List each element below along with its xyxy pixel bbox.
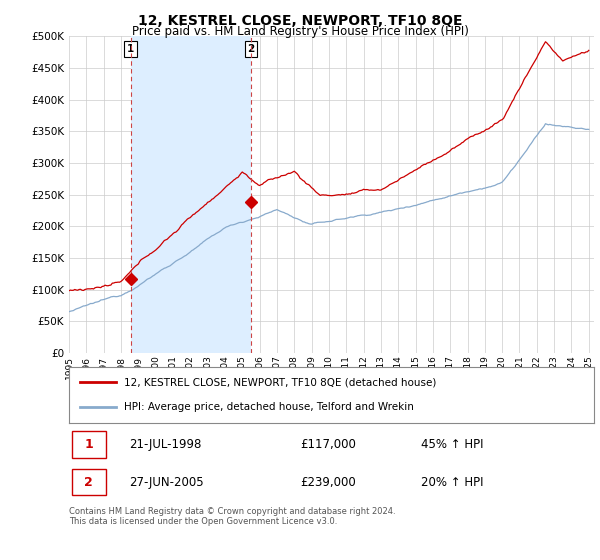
Text: 2: 2: [247, 44, 254, 54]
Text: HPI: Average price, detached house, Telford and Wrekin: HPI: Average price, detached house, Telf…: [124, 402, 414, 412]
FancyBboxPatch shape: [71, 431, 106, 458]
Text: Price paid vs. HM Land Registry's House Price Index (HPI): Price paid vs. HM Land Registry's House …: [131, 25, 469, 38]
Text: £239,000: £239,000: [300, 475, 356, 489]
Text: 1: 1: [85, 438, 93, 451]
Bar: [131, 36, 251, 353]
Text: 20% ↑ HPI: 20% ↑ HPI: [421, 475, 483, 489]
Text: 21-JUL-1998: 21-JUL-1998: [130, 438, 202, 451]
Text: 27-JUN-2005: 27-JUN-2005: [130, 475, 204, 489]
Text: 12, KESTREL CLOSE, NEWPORT, TF10 8QE (detached house): 12, KESTREL CLOSE, NEWPORT, TF10 8QE (de…: [124, 377, 437, 388]
Text: 1: 1: [127, 44, 134, 54]
Text: Contains HM Land Registry data © Crown copyright and database right 2024.
This d: Contains HM Land Registry data © Crown c…: [69, 507, 395, 526]
Text: 45% ↑ HPI: 45% ↑ HPI: [421, 438, 483, 451]
FancyBboxPatch shape: [71, 469, 106, 496]
Text: 2: 2: [85, 475, 93, 489]
Text: £117,000: £117,000: [300, 438, 356, 451]
Text: 12, KESTREL CLOSE, NEWPORT, TF10 8QE: 12, KESTREL CLOSE, NEWPORT, TF10 8QE: [138, 14, 462, 28]
